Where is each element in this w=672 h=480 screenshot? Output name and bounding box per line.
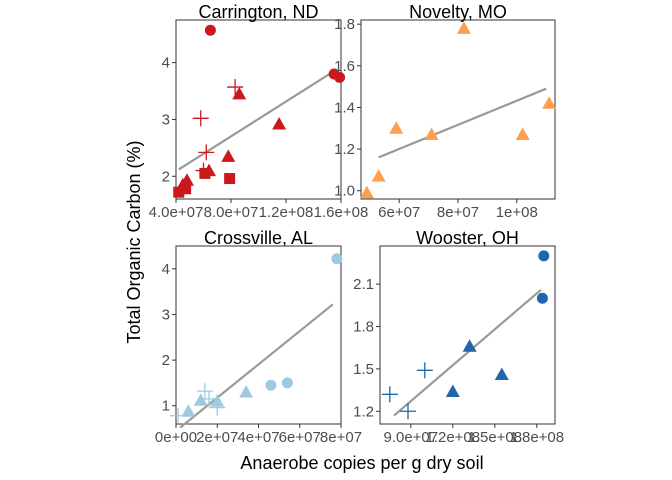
data-point-plus: [170, 407, 187, 424]
data-point-triangle: [239, 385, 254, 398]
data-point-square: [224, 173, 236, 185]
data-point-triangle: [445, 384, 460, 398]
panel-frame: [360, 19, 556, 200]
x-tick-label: 2e+07: [196, 429, 238, 446]
y-tick-label: 1: [162, 398, 170, 415]
x-tick-label: 1.6e+08: [314, 204, 369, 221]
y-tick-label: 1.5: [353, 361, 374, 378]
data-point-circle: [204, 24, 216, 36]
x-tick-label: 0e+00: [155, 429, 197, 446]
x-tick-label: 1.5e+08: [467, 429, 522, 446]
y-tick-label: 4: [162, 55, 170, 72]
data-point-triangle: [221, 149, 236, 162]
data-point-plus: [196, 383, 213, 400]
y-tick-label: 4: [162, 261, 170, 278]
panel-title: Novelty, MO: [409, 2, 507, 22]
data-point-circle: [331, 253, 343, 265]
x-tick-label: 8.0e+07: [204, 204, 259, 221]
y-tick-label: 2: [162, 168, 170, 185]
data-point-circle: [265, 379, 277, 391]
x-tick-label: 8e+07: [320, 429, 362, 446]
panel-2: Novelty, MO 1.0 1.2 1.4 1.6 1.8 6e+07 8e+07 1e+0…: [334, 2, 557, 221]
panel-frame: [379, 245, 556, 425]
panel-title: Wooster, OH: [416, 228, 519, 248]
data-point-plus: [400, 403, 416, 420]
x-axis-label: Anaerobe copies per g dry soil: [240, 453, 483, 473]
x-tick-label: 4.0e+07: [149, 204, 204, 221]
regression-line: [393, 288, 542, 417]
data-point-square: [199, 167, 211, 179]
data-point-plus: [381, 386, 398, 403]
data-point-triangle: [462, 339, 477, 352]
x-tick-label: 8e+07: [437, 204, 479, 221]
y-tick-label: 1.2: [334, 141, 355, 158]
x-tick-label: 1.2e+08: [425, 429, 480, 446]
y-tick-label: 2: [162, 352, 170, 369]
data-point-triangle: [272, 116, 287, 130]
data-point-plus: [198, 144, 215, 161]
x-tick-label: 6e+07: [378, 204, 420, 221]
data-point-triangle: [456, 21, 471, 34]
data-point-plus: [201, 390, 217, 407]
panel-title: Crossville, AL: [204, 228, 313, 248]
y-tick-label: 1.8: [353, 319, 374, 336]
x-tick-label: 6e+07: [279, 429, 321, 446]
y-tick-label: 1.6: [334, 58, 355, 75]
panel-title: Carrington, ND: [198, 2, 318, 22]
data-point-square: [180, 183, 192, 195]
data-point-triangle: [181, 404, 196, 417]
data-point-triangle: [542, 96, 557, 109]
y-tick-label: 1.4: [334, 99, 355, 116]
data-point-plus: [416, 362, 433, 379]
data-point-triangle: [193, 393, 208, 406]
data-point-circle: [538, 250, 550, 262]
data-point-circle: [334, 71, 346, 83]
y-axis-label: Total Organic Carbon (%): [124, 140, 144, 343]
y-tick-label: 1.0: [334, 183, 355, 200]
y-tick-label: 3: [162, 306, 170, 323]
panel-frame: [175, 245, 342, 425]
data-point-circle: [281, 377, 293, 389]
data-point-circle: [536, 292, 548, 304]
data-point-plus: [227, 79, 244, 96]
y-tick-label: 3: [162, 111, 170, 128]
y-tick-label: 1.2: [353, 403, 374, 420]
x-tick-label: 1e+08: [496, 204, 538, 221]
data-point-square: [173, 186, 185, 198]
x-tick-label: 4e+07: [237, 429, 279, 446]
regression-line: [378, 87, 547, 159]
y-tick-label: 2.1: [353, 276, 374, 293]
data-point-triangle: [389, 121, 404, 134]
x-tick-label: 1.8e+08: [509, 429, 564, 446]
x-tick-label: 1.2e+08: [259, 204, 314, 221]
data-point-triangle: [232, 86, 247, 100]
regression-line: [179, 303, 334, 429]
data-point-triangle: [424, 127, 439, 140]
data-point-triangle: [359, 185, 374, 199]
data-point-triangle: [371, 169, 386, 182]
regression-line: [178, 71, 332, 171]
y-tick-label: 1.8: [334, 16, 355, 33]
data-point-triangle: [515, 127, 530, 140]
data-point-plus: [192, 110, 209, 127]
panel-3: Crossville, AL 1 2 3 4 0e+00 2e+07 4e+07 6e+07 8e…: [155, 228, 362, 446]
data-point-triangle: [494, 367, 509, 381]
x-tick-label: 9.0e+07: [383, 429, 438, 446]
panel-4: Wooster, OH 1.2 1.5 1.8 2.1 9.0e+071.2e+081.5…: [353, 228, 564, 446]
data-point-plus: [209, 399, 226, 416]
